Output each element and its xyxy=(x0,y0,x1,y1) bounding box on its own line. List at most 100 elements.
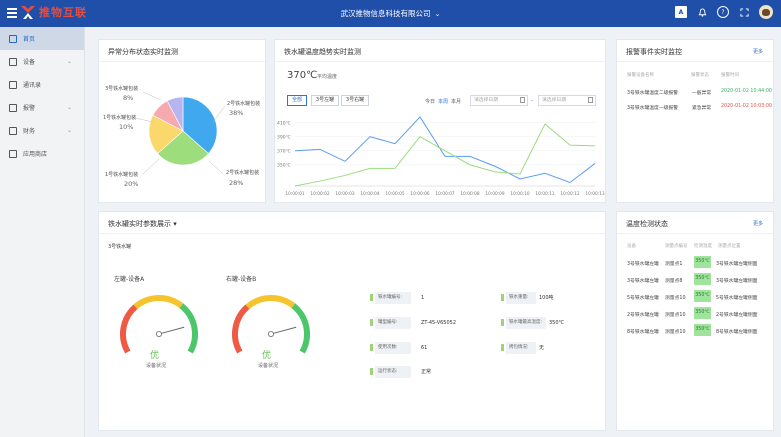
params-title: 铁水罐实时参数展示 xyxy=(108,220,171,228)
more-link[interactable]: 更多 xyxy=(752,49,763,55)
param-label: 铁水重量: xyxy=(506,292,536,304)
temp-header-point: 测量点编号 xyxy=(665,244,688,249)
param-value: 350℃ xyxy=(549,320,565,326)
sidebar-item-label: 设备 xyxy=(23,59,36,66)
range-week[interactable]: 本周 xyxy=(438,99,449,105)
tab-left-tank[interactable]: 3号左罐 xyxy=(311,95,339,106)
gauge-sub-left: 设备状况 xyxy=(146,363,167,369)
temp-header-temp: 检测温度 xyxy=(694,244,712,249)
sidebar-item-label: 首页 xyxy=(23,36,36,43)
series-line-1[interactable] xyxy=(294,116,596,184)
pie-slice[interactable] xyxy=(148,114,184,154)
temp-header-device: 设备 xyxy=(627,244,636,249)
avatar[interactable] xyxy=(759,5,773,19)
pie-leader-line xyxy=(212,105,226,123)
alarm-header-status: 报警状态 xyxy=(691,73,709,78)
store-icon xyxy=(9,149,17,158)
y-tick-label: 350℃ xyxy=(277,163,291,169)
x-tick-label: 10:00:10 xyxy=(510,191,530,197)
temp-header-pos: 测量点位置 xyxy=(718,244,741,249)
translate-icon[interactable]: A xyxy=(675,6,687,18)
range-month[interactable]: 本月 xyxy=(451,99,462,105)
param-label: 罐型编号: xyxy=(375,317,411,329)
date-separator: - xyxy=(531,97,534,104)
x-tick-label: 10:00:06 xyxy=(410,191,430,197)
param-bullet xyxy=(501,344,504,351)
pie-label-2: 2号铁水罐包装 xyxy=(226,170,260,176)
temp-point: 测量点8 xyxy=(665,279,683,284)
fullscreen-icon[interactable] xyxy=(738,6,750,18)
calendar-icon xyxy=(588,97,593,103)
bell-icon[interactable] xyxy=(696,6,708,18)
sidebar-item-finance[interactable]: 财务 ⌄ xyxy=(0,119,84,142)
temp-device: 3号铁水罐左罐 xyxy=(627,279,659,284)
pie-slice[interactable] xyxy=(166,96,184,132)
params-subtitle: 3号铁水罐 xyxy=(108,244,132,250)
temp-pos: 2号铁水罐左罐侧面 xyxy=(716,313,758,318)
pie-label-5: 1号铁水罐包装 xyxy=(105,172,139,178)
logo-text: 推物互联 xyxy=(39,6,87,19)
sidebar-item-device[interactable]: 设备 ⌄ xyxy=(0,50,84,73)
pie-pct-1: 38% xyxy=(229,109,244,117)
param-value: ZT-45-V65052 xyxy=(421,320,457,326)
home-icon xyxy=(9,34,17,43)
alarm-card: 报警事件实时监控 更多 报警设备名称 报警状态 报警时间 3号铁水罐温度二级报警… xyxy=(616,39,774,203)
param-label: 运行状态: xyxy=(375,366,411,378)
end-date-input[interactable]: 请选择日期 xyxy=(538,95,596,106)
alarm-device: 3号铁水罐温度二级报警 xyxy=(627,91,679,96)
sidebar: 首页 设备 ⌄ 通讯录 报警 ⌄ 财务 ⌄ 应用商店 xyxy=(0,27,85,437)
sidebar-item-contacts[interactable]: 通讯录 xyxy=(0,73,84,96)
more-link[interactable]: 更多 xyxy=(752,221,763,227)
temp-pos: 8号铁水罐左罐侧面 xyxy=(716,330,758,335)
chevron-down-icon: ⌄ xyxy=(66,127,72,134)
gauge-right xyxy=(232,295,310,354)
company-selector[interactable]: 武汉推物信息科技有限公司 ⌄ xyxy=(0,8,781,19)
sidebar-item-alarm[interactable]: 报警 ⌄ xyxy=(0,96,84,119)
sidebar-item-store[interactable]: 应用商店 xyxy=(0,142,84,165)
x-tick-label: 10:00:11 xyxy=(535,191,555,197)
temp-point: 测量点10 xyxy=(665,296,686,301)
range-today[interactable]: 今日 xyxy=(425,99,436,105)
tab-all[interactable]: 全部 xyxy=(287,95,307,106)
temp-device: 2号铁水罐左罐 xyxy=(627,313,659,318)
gauge-hub xyxy=(156,331,163,338)
trend-card: 铁水罐温度趋势实时监测 370℃ 平均温度 全部 3号左罐 3号右罐 今日 本周… xyxy=(274,39,606,203)
gauge-arc xyxy=(232,304,250,354)
gauge-arc xyxy=(291,303,310,354)
param-bullet xyxy=(501,294,504,301)
calendar-icon xyxy=(520,97,525,103)
pie-pct-2: 28% xyxy=(229,179,244,187)
pie-leader-line xyxy=(134,117,154,123)
param-bullet xyxy=(501,319,504,326)
temp-point: 测量点10 xyxy=(665,313,686,318)
temp-value: 350℃ xyxy=(694,256,711,268)
temp-pos: 3号铁水罐左罐侧面 xyxy=(716,262,758,267)
pie-label-1: 2号铁水罐包装 xyxy=(227,101,261,107)
anomaly-card: 异常分布状态实时监测 3号铁水罐包装 8% 1号铁水罐包装 10% 1号铁水罐包… xyxy=(98,39,266,203)
alarm-time: 2020-01-02 10:44:00 xyxy=(721,89,772,94)
param-value: 1 xyxy=(421,295,425,301)
chevron-down-icon: ⌄ xyxy=(66,104,72,111)
end-date-placeholder: 请选择日期 xyxy=(542,98,566,103)
menu-icon[interactable] xyxy=(7,8,17,18)
param-label: 使用次数: xyxy=(375,342,411,354)
current-temp-unit: 平均温度 xyxy=(317,74,338,80)
pie-pct-5: 20% xyxy=(124,180,139,188)
param-value: 61 xyxy=(421,345,428,351)
tab-right-tank[interactable]: 3号右罐 xyxy=(341,95,369,106)
pie-slice[interactable] xyxy=(182,96,218,154)
start-date-input[interactable]: 请选择日期 xyxy=(470,95,528,106)
logo: 推物互联 xyxy=(20,4,87,20)
caret-down-icon: ▾ xyxy=(173,220,177,228)
card-title[interactable]: 铁水罐实时参数展示 ▾ xyxy=(108,219,177,229)
param-value: 正常 xyxy=(421,369,432,375)
pie-slice[interactable] xyxy=(157,130,209,166)
pie-pct-4: 10% xyxy=(119,123,134,131)
help-icon[interactable]: ? xyxy=(717,6,729,18)
sidebar-item-home[interactable]: 首页 xyxy=(0,27,84,50)
alarm-status: 紧急异常 xyxy=(692,106,712,111)
gauge-title-left: 左罐-设备A xyxy=(114,276,145,283)
alarm-time: 2020-01-02 10:03:00 xyxy=(721,104,772,109)
x-tick-label: 10:00:12 xyxy=(560,191,580,197)
series-line-2[interactable] xyxy=(294,123,596,187)
